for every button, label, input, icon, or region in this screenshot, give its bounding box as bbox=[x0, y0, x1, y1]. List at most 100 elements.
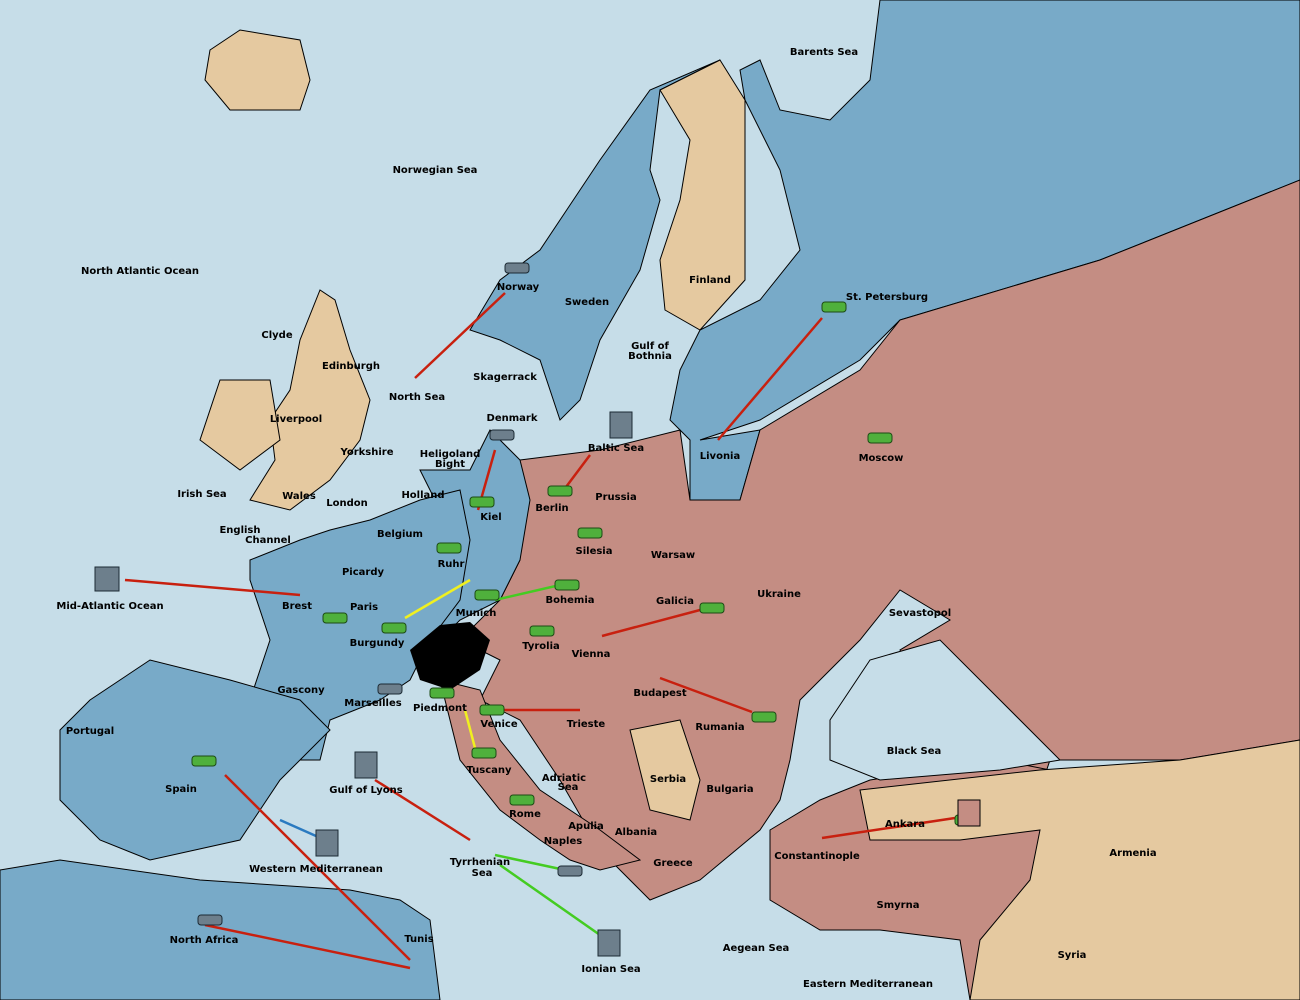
territory-label: St. Petersburg bbox=[846, 292, 928, 303]
order-arrow bbox=[601, 608, 701, 638]
territory-label: Constantinople bbox=[774, 851, 860, 862]
army bbox=[471, 747, 497, 759]
army bbox=[867, 432, 893, 444]
territory-label: Sevastopol bbox=[889, 608, 951, 619]
order-arrow bbox=[659, 676, 753, 714]
territory-label: London bbox=[326, 498, 368, 509]
territory-label: Rumania bbox=[695, 722, 744, 733]
territory-label: Naples bbox=[544, 836, 582, 847]
army bbox=[554, 579, 580, 591]
support-arrow bbox=[404, 578, 471, 620]
units bbox=[94, 262, 981, 957]
fleet-dislodged bbox=[609, 411, 633, 439]
order-arrow bbox=[224, 774, 411, 961]
territory-label: Belgium bbox=[377, 529, 423, 540]
territory-label: Tyrolia bbox=[522, 641, 560, 652]
territory-label: Picardy bbox=[342, 567, 385, 578]
territory-label: Galicia bbox=[656, 596, 694, 607]
territory-label: Silesia bbox=[576, 546, 613, 557]
territory-label: Livonia bbox=[700, 451, 740, 462]
territory-label: Sea bbox=[472, 868, 493, 879]
army bbox=[529, 625, 555, 637]
territory-label: Clyde bbox=[261, 330, 292, 341]
army bbox=[509, 794, 535, 806]
fleet bbox=[557, 865, 583, 877]
territory-label: Gascony bbox=[277, 685, 325, 696]
territory-label: North Atlantic Ocean bbox=[81, 266, 199, 277]
territory-label: Munich bbox=[456, 608, 497, 619]
territory-label: Western Mediterranean bbox=[249, 864, 383, 875]
territory-label: Prussia bbox=[595, 492, 636, 503]
territory-label: Tuscany bbox=[466, 765, 512, 776]
order-arrow bbox=[717, 317, 823, 441]
territory-label: Albania bbox=[615, 827, 657, 838]
britain bbox=[249, 289, 371, 511]
order-arrow bbox=[374, 778, 471, 842]
order-arrow bbox=[204, 923, 411, 970]
fleet bbox=[197, 914, 223, 926]
army bbox=[322, 612, 348, 624]
territory-label: Tyrrhenian bbox=[450, 857, 510, 868]
black-sea bbox=[829, 639, 1062, 781]
territory-label: Warsaw bbox=[651, 550, 695, 561]
territory-label: Adriatic bbox=[542, 773, 586, 784]
territory-label: Holland bbox=[401, 490, 444, 501]
territory-label: Armenia bbox=[1109, 848, 1156, 859]
territory-label: Wales bbox=[282, 491, 316, 502]
territory-label: Denmark bbox=[487, 413, 538, 424]
support-arrow bbox=[494, 853, 566, 872]
territory-label: Baltic Sea bbox=[588, 443, 644, 454]
territory-label: Spain bbox=[165, 784, 197, 795]
ireland bbox=[199, 379, 281, 471]
fleet-dislodged bbox=[354, 751, 378, 779]
order-arrow bbox=[414, 292, 506, 379]
territory-label: Portugal bbox=[66, 726, 114, 737]
army bbox=[469, 496, 495, 508]
fleet-dislodged bbox=[94, 566, 120, 592]
territory-label: Piedmont bbox=[413, 703, 467, 714]
territory-label: Irish Sea bbox=[177, 489, 226, 500]
territory-label: North Sea bbox=[389, 392, 445, 403]
army bbox=[547, 485, 573, 497]
territory-label: Serbia bbox=[650, 774, 686, 785]
territory-label: Brest bbox=[282, 601, 312, 612]
central-east bbox=[459, 179, 1300, 901]
territory-label: Smyrna bbox=[877, 900, 920, 911]
territory-label: Bight bbox=[435, 459, 465, 470]
dislodged-marker bbox=[957, 799, 981, 827]
army bbox=[577, 527, 603, 539]
territory-label: Budapest bbox=[633, 688, 687, 699]
territory-label: Paris bbox=[350, 602, 378, 613]
territory-label: Bohemia bbox=[546, 595, 595, 606]
territory-label: Norway bbox=[497, 282, 540, 293]
territory-label: Burgundy bbox=[350, 638, 405, 649]
territory-label: Syria bbox=[1058, 950, 1087, 961]
fleet bbox=[377, 683, 403, 695]
territory-label: Berlin bbox=[535, 503, 568, 514]
territory-label: Liverpool bbox=[270, 414, 322, 425]
army bbox=[821, 301, 847, 313]
territory-label: Bothnia bbox=[628, 351, 672, 362]
territory-label: Gulf of bbox=[631, 341, 669, 352]
territory-label: Greece bbox=[653, 858, 693, 869]
order-arrow bbox=[821, 816, 956, 840]
fleet-dislodged bbox=[597, 929, 621, 957]
switzerland bbox=[410, 622, 490, 690]
territory-label: Ukraine bbox=[757, 589, 801, 600]
support-arrow bbox=[463, 709, 477, 749]
army bbox=[381, 622, 407, 634]
territory-label: Black Sea bbox=[887, 746, 942, 757]
territory-labels: Barents Sea Norwegian Sea North Atlantic O… bbox=[56, 47, 1156, 990]
army bbox=[751, 711, 777, 723]
territory-label: Mid-Atlantic Ocean bbox=[56, 601, 163, 612]
territory-label: Marseilles bbox=[344, 698, 401, 709]
territory-label: Tunis bbox=[404, 934, 433, 945]
territory-label: North Africa bbox=[170, 935, 239, 946]
army bbox=[474, 589, 500, 601]
territory-label: Heligoland bbox=[420, 449, 481, 460]
iceland bbox=[204, 29, 311, 111]
territory-label: Skagerrack bbox=[473, 372, 537, 383]
territory-label: Eastern Mediterranean bbox=[803, 979, 933, 990]
support-arrow bbox=[494, 583, 561, 602]
